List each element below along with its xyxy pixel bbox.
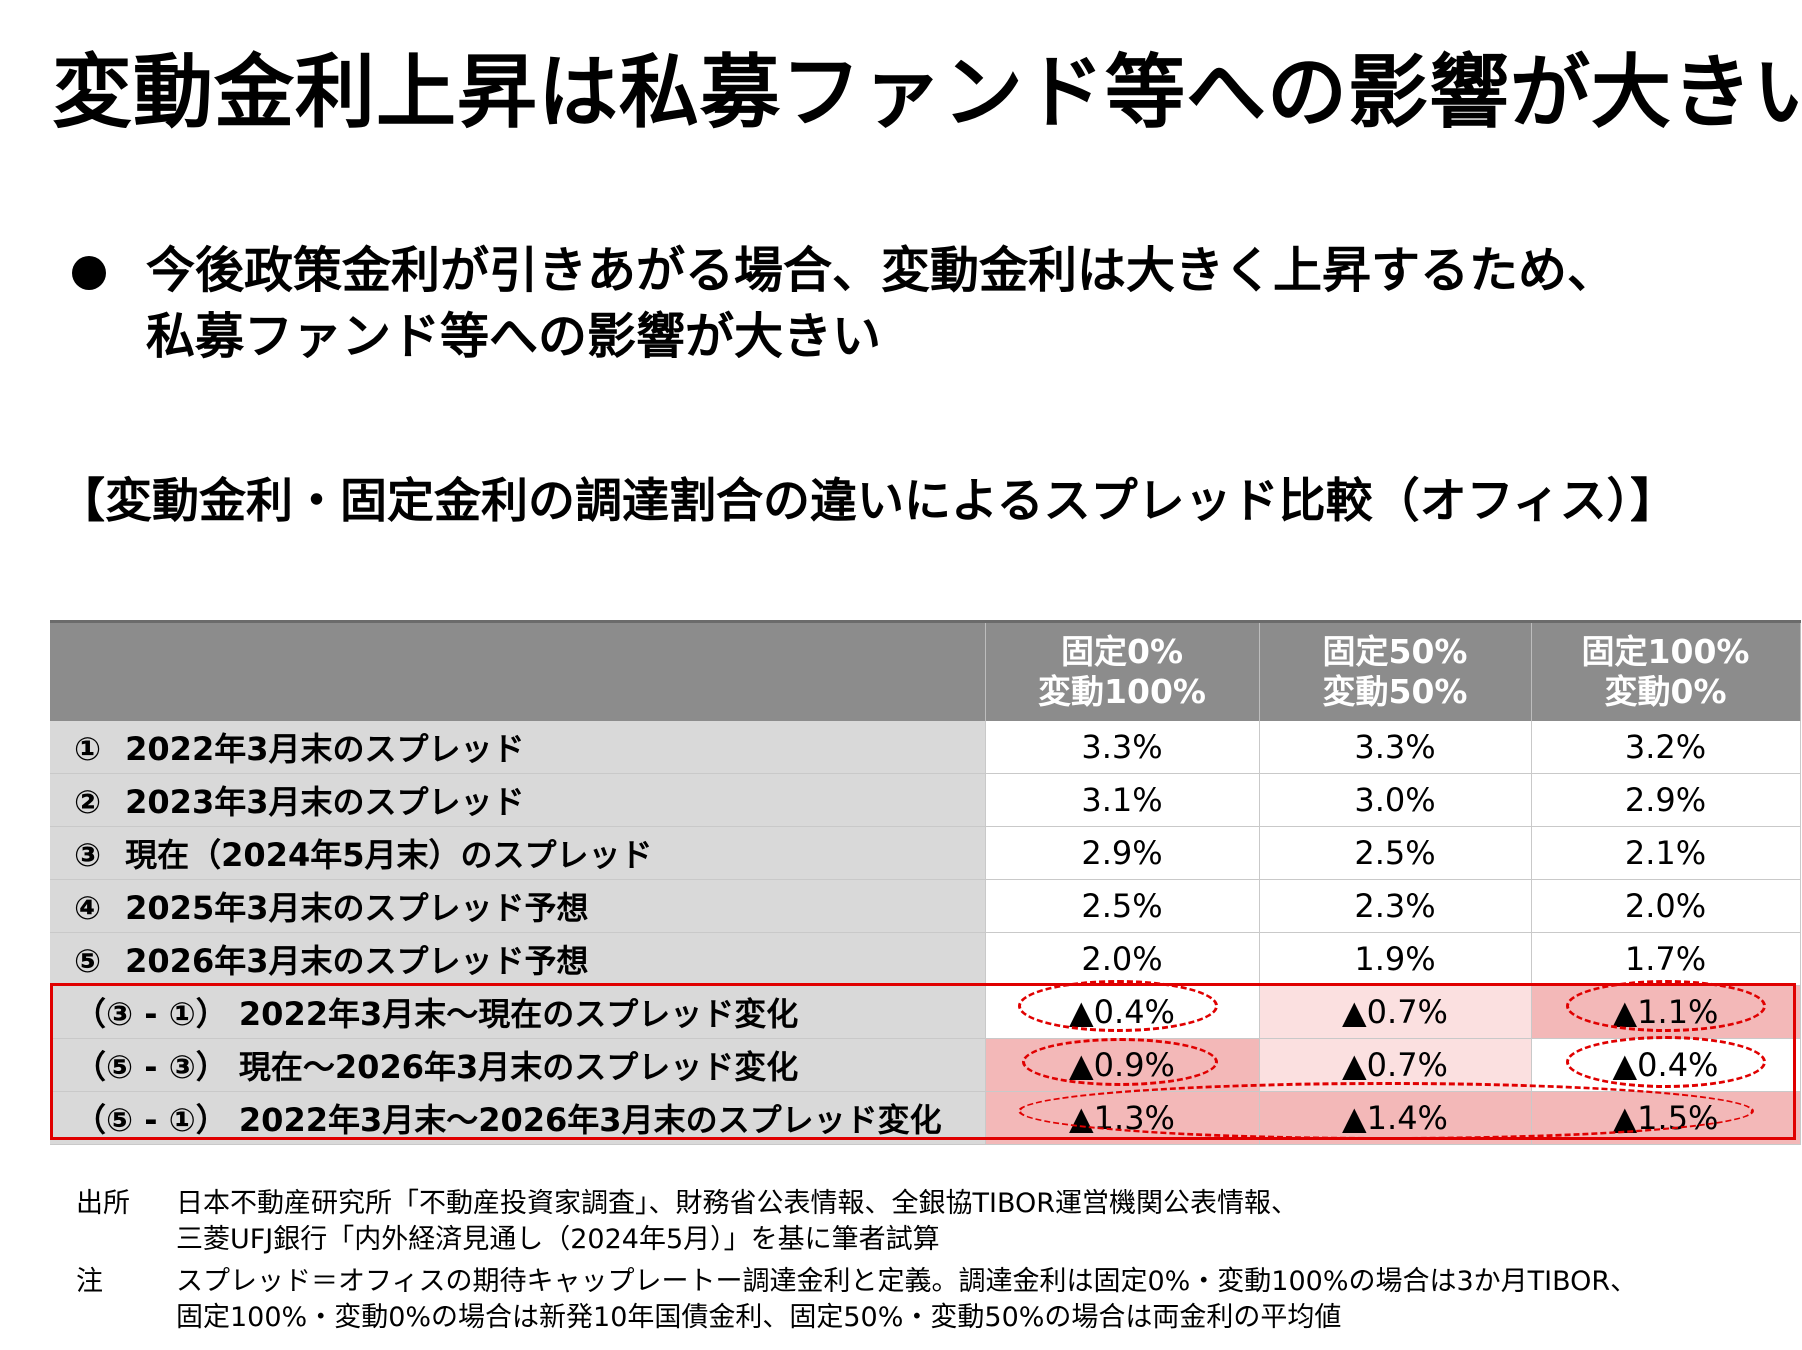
cell-value: ▲0.7% bbox=[1259, 1038, 1532, 1092]
row-label-text: 現在（2024年5月末）のスプレッド bbox=[125, 836, 653, 874]
header-fixed50-variable50: 固定50% 変動50% bbox=[1259, 620, 1532, 721]
header-line: 変動0% bbox=[1604, 672, 1727, 711]
row-label-text: 2022年3月末のスプレッド bbox=[125, 730, 525, 768]
bullet-text: 今後政策金利が引きあがる場合、変動金利は大きく上昇するため、 私募ファンド等への… bbox=[146, 238, 1616, 370]
header-line: 変動100% bbox=[1038, 672, 1206, 711]
source-heading: 出所 bbox=[76, 1188, 130, 1219]
cell-value: 2.0% bbox=[985, 932, 1260, 986]
cell-value: 1.9% bbox=[1259, 932, 1532, 986]
cell-value: 2.3% bbox=[1259, 879, 1532, 933]
row-label-text: 2022年3月末～現在のスプレッド変化 bbox=[238, 995, 799, 1033]
cell-value: 2.0% bbox=[1531, 879, 1801, 933]
row-label-text: 2022年3月末～2026年3月末のスプレッド変化 bbox=[238, 1101, 942, 1139]
table-row-change: （⑤ - ①） 2022年3月末～2026年3月末のスプレッド変化 ▲1.3% … bbox=[50, 1091, 1801, 1145]
row-label: ② 2023年3月末のスプレッド bbox=[50, 773, 986, 827]
header-line: 固定0% bbox=[1060, 632, 1184, 671]
cell-value: ▲0.7% bbox=[1259, 985, 1532, 1039]
cell-value: 3.0% bbox=[1259, 773, 1532, 827]
cell-value: 2.5% bbox=[1259, 826, 1532, 880]
header-line: 変動50% bbox=[1322, 672, 1468, 711]
header-fixed100-variable0: 固定100% 変動0% bbox=[1531, 620, 1801, 721]
row-label-text: 2025年3月末のスプレッド予想 bbox=[125, 889, 589, 927]
row-number: ① bbox=[74, 730, 102, 768]
row-number: ④ bbox=[74, 889, 102, 927]
cell-value: 2.1% bbox=[1531, 826, 1801, 880]
source-line-2: 三菱UFJ銀行「内外経済見通し（2024年5月）」を基に筆者試算 bbox=[176, 1224, 940, 1255]
row-label: ⑤ 2026年3月末のスプレッド予想 bbox=[50, 932, 986, 986]
row-label: （③ - ①） 2022年3月末～現在のスプレッド変化 bbox=[50, 985, 986, 1039]
row-number: ③ bbox=[74, 836, 102, 874]
row-label: （⑤ - ③） 現在～2026年3月末のスプレッド変化 bbox=[50, 1038, 986, 1092]
source-note: 出所 日本不動産研究所「不動産投資家調査」、財務省公表情報、全銀協TIBOR運営… bbox=[76, 1186, 1637, 1258]
note-line-1: スプレッド＝オフィスの期待キャップレートー調達金利と定義。調達金利は固定0%・変… bbox=[176, 1266, 1638, 1297]
page-title: 変動金利上昇は私募ファンド等への影響が大きい bbox=[52, 46, 1802, 139]
cell-value: ▲0.9% bbox=[985, 1038, 1260, 1092]
row-number: ⑤ bbox=[74, 942, 102, 980]
cell-value: ▲1.4% bbox=[1259, 1091, 1532, 1145]
bullet-line-2: 私募ファンド等への影響が大きい bbox=[146, 308, 882, 365]
note-line-2: 固定100%・変動0%の場合は新発10年国債金利、固定50%・変動50%の場合は… bbox=[176, 1302, 1342, 1333]
row-label: ① 2022年3月末のスプレッド bbox=[50, 721, 986, 774]
cell-value: ▲1.1% bbox=[1531, 985, 1801, 1039]
cell-value: 1.7% bbox=[1531, 932, 1801, 986]
table-row-change: （⑤ - ③） 現在～2026年3月末のスプレッド変化 ▲0.9% ▲0.7% … bbox=[50, 1038, 1801, 1092]
cell-value: 2.9% bbox=[985, 826, 1260, 880]
row-number: （⑤ - ③） bbox=[74, 1048, 228, 1086]
table-row-change: （③ - ①） 2022年3月末～現在のスプレッド変化 ▲0.4% ▲0.7% … bbox=[50, 985, 1801, 1039]
cell-value: 3.2% bbox=[1531, 721, 1801, 774]
row-label-text: 2023年3月末のスプレッド bbox=[125, 783, 525, 821]
cell-value: ▲0.4% bbox=[1531, 1038, 1801, 1092]
footnotes: 出所 日本不動産研究所「不動産投資家調査」、財務省公表情報、全銀協TIBOR運営… bbox=[76, 1186, 1637, 1342]
cell-value: ▲1.3% bbox=[985, 1091, 1260, 1145]
table-header-row: 固定0% 変動100% 固定50% 変動50% 固定100% 変動0% bbox=[50, 620, 1801, 721]
header-corner bbox=[50, 620, 986, 721]
table-row: ⑤ 2026年3月末のスプレッド予想 2.0% 1.9% 1.7% bbox=[50, 932, 1801, 986]
row-label: （⑤ - ①） 2022年3月末～2026年3月末のスプレッド変化 bbox=[50, 1091, 986, 1145]
row-label: ④ 2025年3月末のスプレッド予想 bbox=[50, 879, 986, 933]
row-number: （⑤ - ①） bbox=[74, 1101, 228, 1139]
table-row: ① 2022年3月末のスプレッド 3.3% 3.3% 3.2% bbox=[50, 721, 1801, 774]
definition-note: 注 スプレッド＝オフィスの期待キャップレートー調達金利と定義。調達金利は固定0%… bbox=[76, 1264, 1637, 1336]
cell-value: ▲0.4% bbox=[985, 985, 1260, 1039]
cell-value: 2.9% bbox=[1531, 773, 1801, 827]
source-line-1: 日本不動産研究所「不動産投資家調査」、財務省公表情報、全銀協TIBOR運営機関公… bbox=[176, 1188, 1299, 1219]
cell-value: 2.5% bbox=[985, 879, 1260, 933]
table-caption: 【変動金利・固定金利の調達割合の違いによるスプレッド比較（オフィス）】 bbox=[58, 474, 1678, 529]
table-row: ④ 2025年3月末のスプレッド予想 2.5% 2.3% 2.0% bbox=[50, 879, 1801, 933]
table-row: ③ 現在（2024年5月末）のスプレッド 2.9% 2.5% 2.1% bbox=[50, 826, 1801, 880]
header-line: 固定50% bbox=[1322, 632, 1468, 671]
note-heading: 注 bbox=[76, 1266, 103, 1297]
bullet-dot-icon bbox=[72, 256, 106, 290]
bullet-line-1: 今後政策金利が引きあがる場合、変動金利は大きく上昇するため、 bbox=[146, 242, 1617, 299]
header-fixed0-variable100: 固定0% 変動100% bbox=[985, 620, 1260, 721]
row-number: （③ - ①） bbox=[74, 995, 228, 1033]
row-label-text: 2026年3月末のスプレッド予想 bbox=[125, 942, 589, 980]
row-label: ③ 現在（2024年5月末）のスプレッド bbox=[50, 826, 986, 880]
row-number: ② bbox=[74, 783, 102, 821]
cell-value: 3.1% bbox=[985, 773, 1260, 827]
cell-value: 3.3% bbox=[985, 721, 1260, 774]
row-label-text: 現在～2026年3月末のスプレッド変化 bbox=[238, 1048, 799, 1086]
table-row: ② 2023年3月末のスプレッド 3.1% 3.0% 2.9% bbox=[50, 773, 1801, 827]
cell-value: ▲1.5% bbox=[1531, 1091, 1801, 1145]
cell-value: 3.3% bbox=[1259, 721, 1532, 774]
header-line: 固定100% bbox=[1581, 632, 1750, 671]
spread-comparison-table: 固定0% 変動100% 固定50% 変動50% 固定100% 変動0% ① 20… bbox=[50, 620, 1801, 1145]
